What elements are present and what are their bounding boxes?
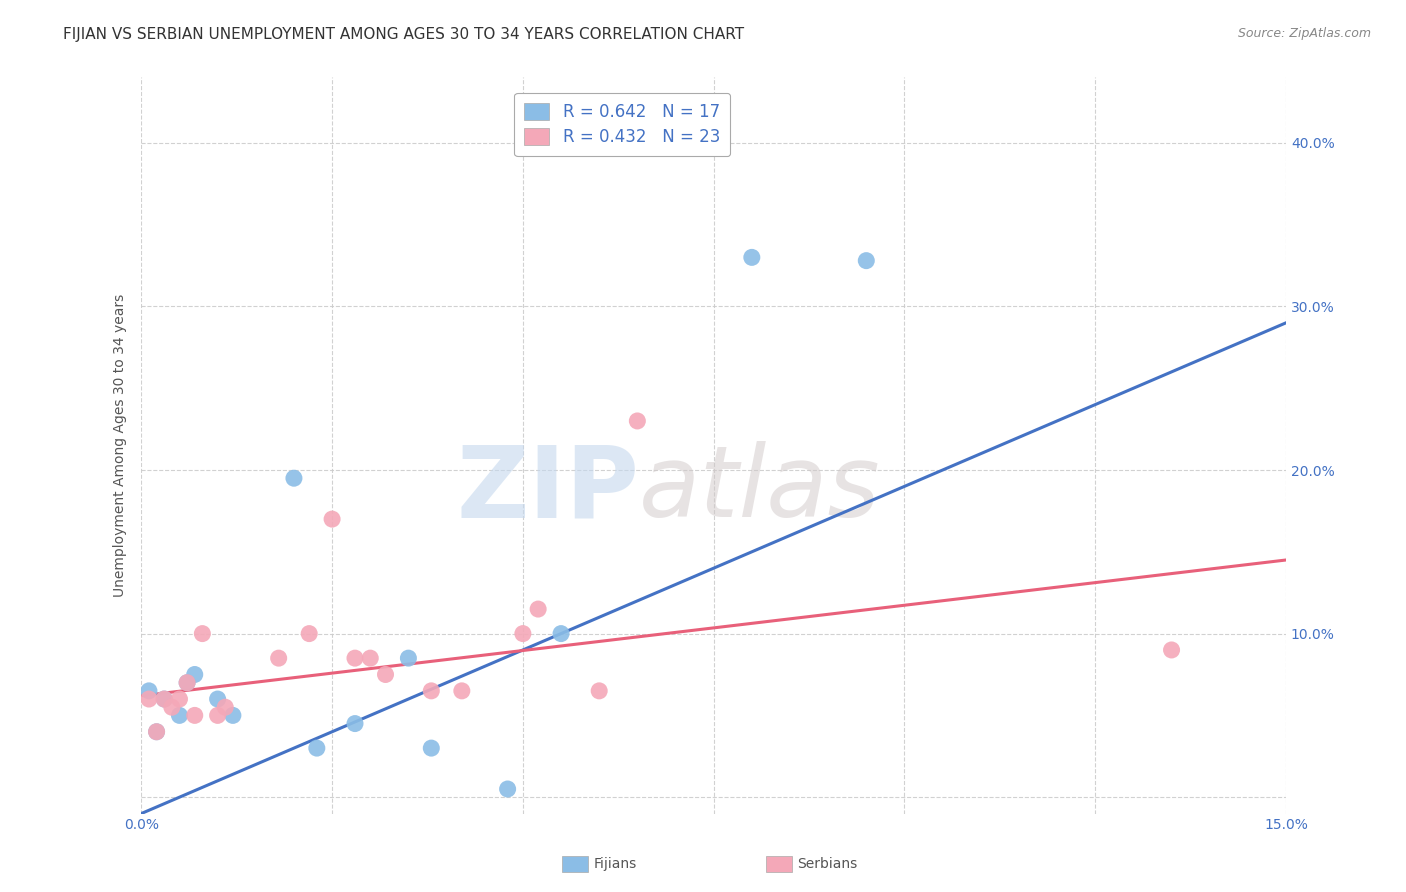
Point — [153, 692, 176, 706]
Point — [138, 692, 160, 706]
Point — [138, 684, 160, 698]
Point — [741, 251, 763, 265]
Point — [267, 651, 290, 665]
Legend: R = 0.642   N = 17, R = 0.432   N = 23: R = 0.642 N = 17, R = 0.432 N = 23 — [515, 93, 730, 156]
Text: Fijians: Fijians — [593, 857, 637, 871]
Text: atlas: atlas — [640, 442, 882, 538]
Point — [176, 675, 198, 690]
Point — [145, 724, 167, 739]
Point — [207, 708, 229, 723]
Point — [222, 708, 245, 723]
Point — [396, 651, 419, 665]
Point — [527, 602, 550, 616]
Point — [160, 700, 183, 714]
Point — [512, 626, 534, 640]
Point — [183, 708, 205, 723]
Point — [214, 700, 236, 714]
Point — [626, 414, 648, 428]
Point — [374, 667, 396, 681]
Point — [298, 626, 321, 640]
Point — [1160, 643, 1182, 657]
Point — [420, 684, 443, 698]
Point — [145, 724, 167, 739]
Point — [169, 692, 191, 706]
Point — [359, 651, 381, 665]
Point — [191, 626, 214, 640]
Point — [343, 651, 366, 665]
Text: Source: ZipAtlas.com: Source: ZipAtlas.com — [1237, 27, 1371, 40]
Text: Serbians: Serbians — [797, 857, 858, 871]
Point — [855, 253, 877, 268]
Point — [169, 708, 191, 723]
Point — [321, 512, 343, 526]
Point — [305, 741, 328, 756]
Point — [343, 716, 366, 731]
Y-axis label: Unemployment Among Ages 30 to 34 years: Unemployment Among Ages 30 to 34 years — [114, 293, 128, 597]
Point — [550, 626, 572, 640]
Point — [153, 692, 176, 706]
Point — [207, 692, 229, 706]
Point — [496, 782, 519, 797]
Point — [283, 471, 305, 485]
Point — [183, 667, 205, 681]
Point — [450, 684, 472, 698]
Point — [420, 741, 443, 756]
Point — [588, 684, 610, 698]
Point — [176, 675, 198, 690]
Text: ZIP: ZIP — [457, 442, 640, 538]
Text: FIJIAN VS SERBIAN UNEMPLOYMENT AMONG AGES 30 TO 34 YEARS CORRELATION CHART: FIJIAN VS SERBIAN UNEMPLOYMENT AMONG AGE… — [63, 27, 744, 42]
